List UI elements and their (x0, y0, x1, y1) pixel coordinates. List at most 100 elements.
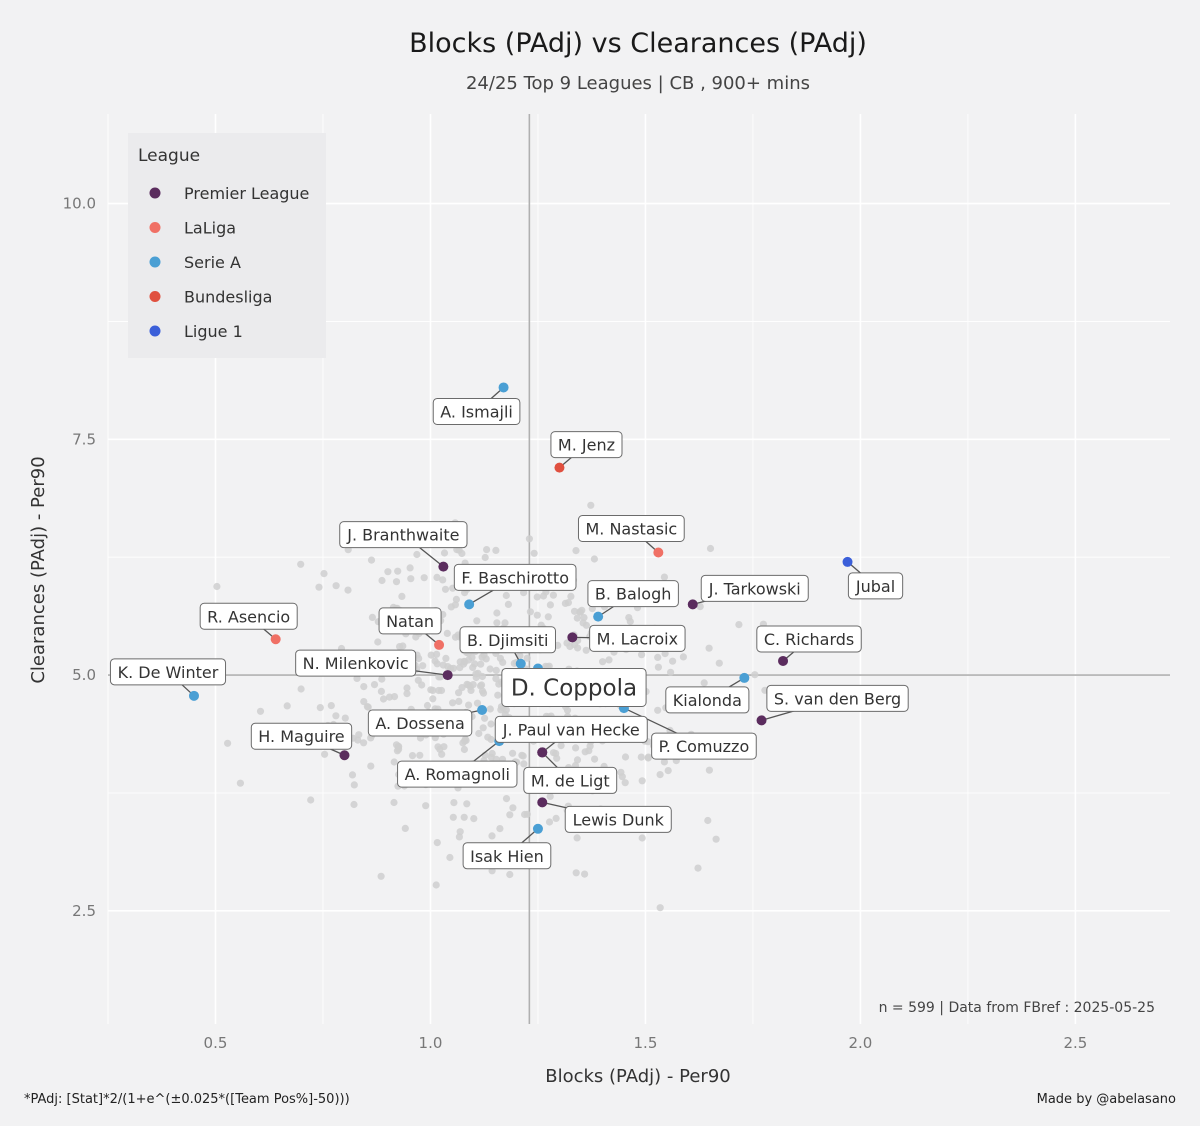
background-point (492, 546, 500, 555)
highlighted-point (554, 462, 565, 473)
background-point (367, 556, 376, 564)
sample-note: n = 599 | Data from FBref : 2025-05-25 (879, 1000, 1155, 1016)
player-label-box (665, 686, 750, 714)
legend-marker (149, 187, 161, 199)
highlighted-point (498, 382, 509, 393)
highlighted-point (434, 639, 445, 650)
background-point (390, 798, 398, 807)
background-point (492, 666, 500, 675)
legend-marker (149, 325, 161, 337)
x-tick-label: 2.5 (1063, 1034, 1087, 1052)
background-point (407, 575, 415, 583)
player-label: J. Tarkowski (700, 574, 809, 602)
player-label-box (523, 766, 618, 794)
background-point (495, 680, 503, 688)
player-label-box (250, 722, 353, 750)
background-point (520, 760, 528, 768)
background-point (533, 611, 541, 619)
background-point (460, 813, 468, 821)
player-label-text: J. Tarkowski (708, 579, 801, 598)
player-label: B. Balogh (587, 580, 679, 608)
background-point (307, 796, 315, 804)
player-label-text: D. Coppola (511, 675, 637, 701)
player-label-box (378, 607, 442, 635)
player-label: N. Milenkovic (295, 649, 417, 677)
legend-background (128, 133, 326, 358)
background-point (355, 731, 363, 739)
background-point (455, 833, 463, 841)
background-point (321, 750, 329, 758)
background-point (654, 663, 663, 671)
player-label-box (295, 649, 417, 677)
background-point (573, 834, 581, 842)
player-label: Lewis Dunk (564, 805, 672, 833)
player-label-text: A. Dossena (375, 714, 464, 733)
background-point (399, 642, 407, 650)
background-point (327, 702, 335, 710)
background-point (439, 576, 447, 584)
player-label-text: M. Nastasic (585, 519, 677, 538)
player-label-box (432, 397, 521, 425)
background-point (379, 695, 388, 703)
highlighted-point (339, 750, 350, 761)
player-label-box (339, 521, 468, 549)
background-point (462, 736, 470, 745)
player-label-box (459, 626, 556, 654)
background-point (350, 781, 358, 789)
background-point (470, 815, 478, 823)
background-point (452, 595, 460, 604)
highlighted-point (515, 658, 526, 669)
background-point (667, 668, 675, 676)
background-point (572, 869, 580, 877)
background-point (523, 654, 531, 662)
background-point (472, 670, 480, 678)
background-point (546, 792, 554, 801)
background-point (501, 619, 509, 627)
x-tick-label: 1.5 (634, 1034, 658, 1052)
background-point (297, 685, 305, 693)
background-point (638, 777, 646, 785)
background-point (545, 818, 554, 826)
y-axis-label: Clearances (PAdj) - Per90 (28, 456, 49, 683)
background-point (497, 706, 505, 714)
player-label-box (587, 580, 679, 608)
background-point (377, 687, 385, 696)
background-point (578, 606, 586, 614)
background-point (502, 795, 511, 803)
player-label-text: S. van den Berg (774, 689, 901, 708)
background-point (660, 758, 669, 766)
legend-marker (149, 291, 161, 302)
background-point (591, 755, 599, 763)
player-label-text: J. Branthwaite (346, 526, 459, 545)
background-point (368, 613, 376, 622)
background-point (590, 555, 599, 563)
background-point (431, 657, 439, 665)
player-label-text: F. Baschirotto (461, 568, 569, 587)
y-tick-label: 7.5 (72, 430, 96, 448)
background-point (644, 753, 653, 761)
legend-entry-label: Premier League (184, 184, 309, 203)
background-point (705, 766, 714, 774)
background-point (557, 742, 565, 750)
background-point (419, 662, 427, 670)
player-label-box (550, 431, 623, 459)
background-point (473, 617, 481, 625)
background-point (496, 825, 504, 833)
background-point (360, 698, 368, 706)
background-point (390, 693, 399, 701)
x-tick-label: 2.0 (848, 1034, 872, 1052)
x-tick-label: 1.0 (419, 1034, 443, 1052)
footer-formula: *PAdj: [Stat]*2/(1+e^(±0.025*([Team Pos%… (24, 1092, 350, 1107)
background-point (481, 553, 489, 562)
background-point (415, 654, 423, 663)
player-label-text: Isak Hien (470, 847, 544, 866)
background-point (449, 813, 457, 821)
player-label: H. Maguire (250, 722, 353, 750)
background-point (224, 739, 232, 747)
background-point (403, 684, 411, 692)
player-label-box (756, 625, 862, 653)
background-point (573, 756, 582, 764)
background-point (580, 614, 588, 622)
player-label: A. Ismajli (432, 397, 521, 425)
player-labels: A. Ismajli M. Jenz M. Nastasic J. Branthwai… (109, 397, 909, 870)
